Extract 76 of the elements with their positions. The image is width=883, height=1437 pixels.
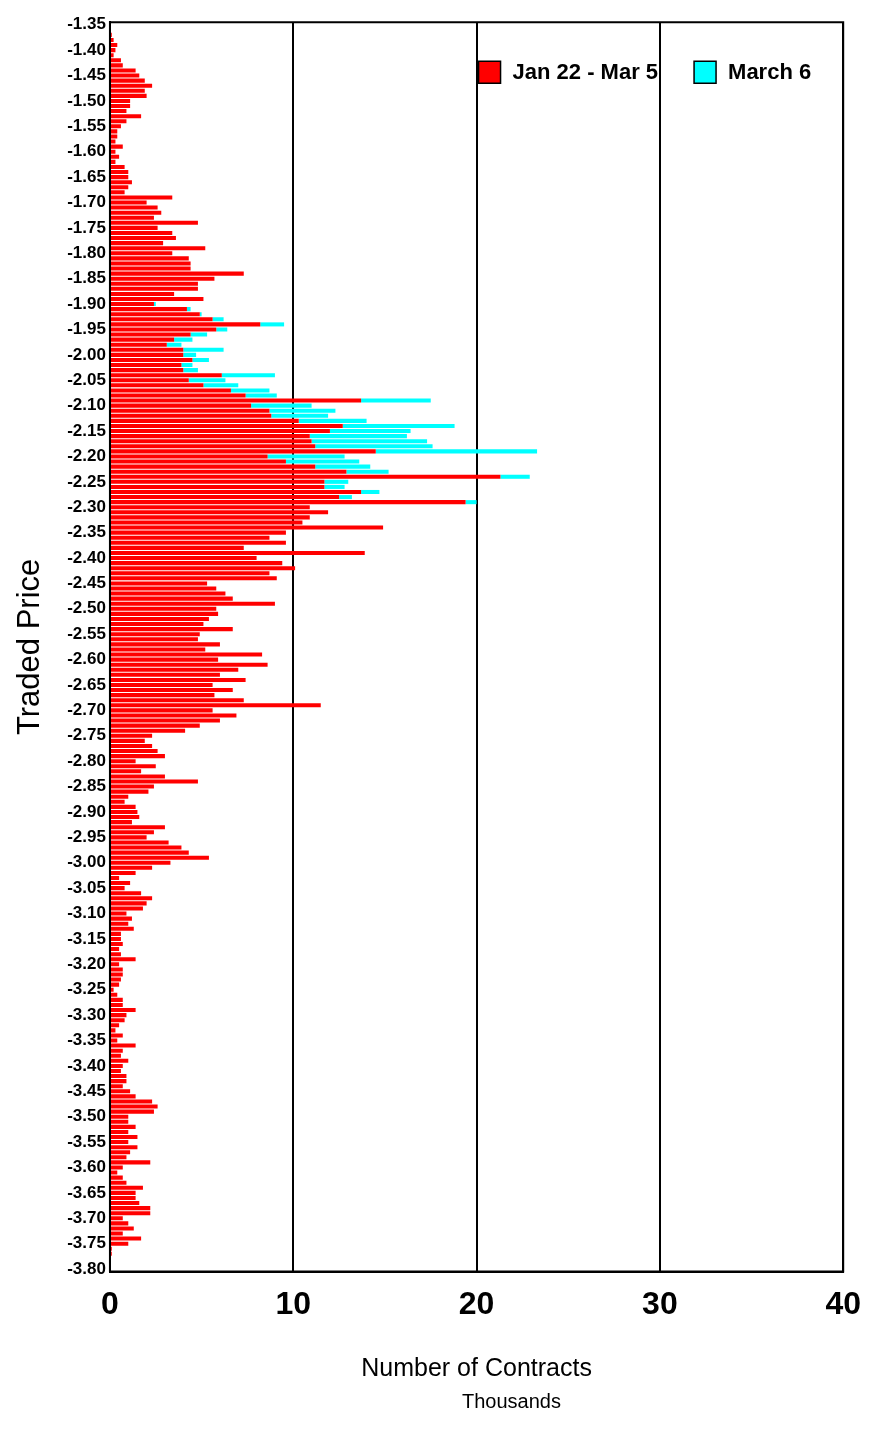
y-tick-label: -3.45 <box>67 1080 106 1100</box>
y-tick-label: -2.80 <box>67 750 106 770</box>
y-tick-label: -2.35 <box>67 522 106 542</box>
y-tick-label: -2.45 <box>67 573 106 593</box>
legend-label: March 6 <box>728 59 812 85</box>
y-tick-label: -2.25 <box>67 471 106 491</box>
y-tick-label: -3.15 <box>67 928 106 948</box>
y-tick-label: -3.55 <box>67 1131 106 1151</box>
bar <box>500 474 530 479</box>
bar <box>339 495 352 500</box>
y-tick-label: -1.45 <box>67 65 106 85</box>
y-tick-label: -3.25 <box>67 979 106 999</box>
y-tick-label: -1.95 <box>67 319 106 339</box>
bar <box>212 317 224 322</box>
bar <box>216 327 228 332</box>
bar <box>465 500 477 505</box>
bar <box>110 296 204 302</box>
y-tick-label: -1.80 <box>67 242 106 262</box>
y-tick-label: -1.75 <box>67 217 106 237</box>
x-tick-label: 10 <box>275 1284 312 1321</box>
y-tick-label: -2.65 <box>67 674 106 694</box>
y-tick-label: -2.10 <box>67 395 106 415</box>
y-tick-label: -3.70 <box>67 1207 106 1227</box>
y-tick-label: -3.30 <box>67 1004 106 1024</box>
y-tick-label: -2.00 <box>67 344 106 364</box>
legend-label: Jan 22 - Mar 5 <box>512 59 659 85</box>
bar <box>186 307 191 312</box>
y-tick-label: -3.60 <box>67 1157 106 1177</box>
y-tick-label: -3.40 <box>67 1055 106 1075</box>
y-tick-label: -2.95 <box>67 827 106 847</box>
bar <box>361 398 431 403</box>
x-tick-label: 40 <box>825 1284 861 1321</box>
x-axis-title: Number of Contracts <box>361 1352 592 1381</box>
x-tick-label: 30 <box>642 1284 678 1321</box>
bar <box>110 103 131 109</box>
y-tick-label: -2.20 <box>67 446 106 466</box>
y-tick-label: -1.35 <box>67 14 106 34</box>
bar <box>260 322 285 327</box>
bar <box>110 37 114 43</box>
y-tick-label: -3.20 <box>67 954 106 974</box>
bar <box>361 489 380 495</box>
y-tick-label: -3.80 <box>67 1258 106 1278</box>
y-tick-label: -1.50 <box>67 90 106 110</box>
y-tick-label: -2.30 <box>67 496 106 516</box>
y-tick-label: -3.65 <box>67 1182 106 1202</box>
y-tick-label: -1.70 <box>67 192 106 212</box>
y-tick-label: -3.10 <box>67 903 106 923</box>
y-tick-label: -3.50 <box>67 1106 106 1126</box>
bar <box>110 489 362 495</box>
y-tick-label: -2.40 <box>67 547 106 567</box>
y-tick-label: -2.15 <box>67 420 106 440</box>
y-tick-label: -1.60 <box>67 141 106 161</box>
y-tick-label: -1.55 <box>67 116 106 135</box>
y-tick-label: -2.50 <box>67 598 106 618</box>
y-tick-label: -3.75 <box>67 1233 106 1253</box>
y-tick-label: -3.35 <box>67 1030 106 1050</box>
text: Thousands <box>461 1390 562 1413</box>
y-tick-label: -2.90 <box>67 801 106 821</box>
y-tick-label: -2.55 <box>67 623 106 643</box>
bar <box>324 484 345 489</box>
y-tick-label: -2.05 <box>67 369 106 389</box>
y-tick-label: -1.65 <box>67 166 106 186</box>
x-tick-label: 0 <box>101 1284 119 1321</box>
y-tick-label: -1.90 <box>67 293 106 313</box>
y-tick-label: -2.70 <box>67 700 106 720</box>
x-tick-label: 20 <box>458 1284 495 1321</box>
y-tick-label: -2.75 <box>67 725 106 745</box>
y-tick-label: -3.05 <box>67 877 106 897</box>
bar <box>110 1134 138 1140</box>
y-tick-label: -3.00 <box>67 852 106 872</box>
bar <box>110 941 123 947</box>
y-axis-title: Traded Price <box>11 558 47 736</box>
y-tick-label: -2.85 <box>67 776 106 796</box>
y-tick-label: -1.40 <box>67 39 106 59</box>
y-tick-label: -2.60 <box>67 649 106 669</box>
y-tick-label: -1.85 <box>67 268 106 288</box>
